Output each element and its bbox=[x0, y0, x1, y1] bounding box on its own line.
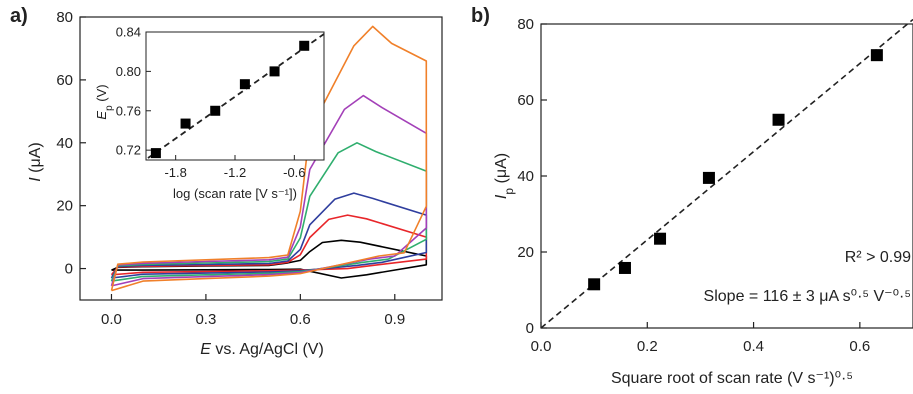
inset-y-ticks: 0.72 0.76 0.80 0.84 bbox=[116, 25, 151, 158]
panel-a-x-tick-label: 0.9 bbox=[384, 311, 405, 328]
panel-a-x-tick-label: 0.0 bbox=[101, 311, 122, 328]
panel-a-label: a) bbox=[10, 5, 28, 27]
inset-data-point bbox=[150, 148, 161, 159]
panel-b-fit-line bbox=[540, 18, 913, 329]
inset-y-tick-label: 0.72 bbox=[116, 143, 141, 158]
panel-a-y-axis-title: I (μA) bbox=[27, 142, 44, 181]
panel-a-y-tick-label: 40 bbox=[56, 135, 73, 152]
panel-a-y-ticks: 0 20 40 60 80 bbox=[56, 9, 86, 278]
panel-b-y-tick-label: 20 bbox=[517, 244, 534, 261]
cv-curve-2 bbox=[110, 214, 428, 276]
panel-b-x-tick-label: 0.0 bbox=[531, 338, 552, 355]
panel-b-data-point bbox=[618, 261, 631, 274]
panel-b-x-tick-label: 0.6 bbox=[849, 338, 870, 355]
panel-b-y-ticks: 0 20 40 60 80 bbox=[517, 16, 547, 337]
inset-data-point bbox=[180, 118, 191, 129]
inset-y-tick-label: 0.84 bbox=[116, 25, 141, 40]
panel-b-y-tick-label: 80 bbox=[517, 16, 534, 33]
panel-b-r-squared: R² > 0.99 bbox=[845, 249, 911, 266]
panel-a: a) 0 20 40 60 80 0.0 0.3 0.6 0.9 I (μA) E vs. A… bbox=[10, 5, 443, 358]
panel-b-points bbox=[588, 49, 883, 291]
panel-b-data-point bbox=[772, 113, 785, 126]
cv-curve-5 bbox=[110, 94, 428, 287]
inset-y-tick-label: 0.80 bbox=[116, 64, 141, 79]
inset-data-point bbox=[239, 79, 250, 90]
panel-a-plot-frame bbox=[79, 16, 443, 301]
panel-b-x-axis-title: Square root of scan rate (V s⁻¹)⁰·⁵ bbox=[611, 370, 853, 387]
panel-b-slope-annotation: Slope = 116 ± 3 μA s⁰·⁵ V⁻⁰·⁵ bbox=[704, 288, 911, 305]
panel-b-y-tick-label: 60 bbox=[517, 92, 534, 109]
inset-data-point bbox=[269, 66, 280, 77]
panel-a-y-tick-label: 60 bbox=[56, 72, 73, 89]
inset-x-tick-label: -1.2 bbox=[224, 165, 246, 180]
panel-a-x-tick-label: 0.3 bbox=[195, 311, 216, 328]
panel-a-x-ticks: 0.0 0.3 0.6 0.9 bbox=[101, 294, 405, 328]
panel-b-x-ticks: 0.0 0.2 0.4 0.6 bbox=[531, 322, 870, 355]
inset-data-point bbox=[299, 40, 310, 51]
panel-a-x-tick-label: 0.6 bbox=[290, 311, 311, 328]
inset-y-tick-label: 0.76 bbox=[116, 103, 141, 118]
inset-y-axis-title: Ep (V) bbox=[94, 84, 115, 119]
panel-a-curves bbox=[110, 25, 428, 292]
inset-points bbox=[150, 40, 310, 159]
inset-x-axis-title: log (scan rate [V s⁻¹]) bbox=[173, 186, 297, 201]
panel-b-data-point bbox=[654, 232, 667, 245]
inset-fit-line bbox=[147, 33, 325, 159]
inset-x-ticks: -1.8 -1.2 -0.6 bbox=[164, 155, 306, 180]
panel-b-y-tick-label: 0 bbox=[526, 320, 534, 337]
cv-curve-6 bbox=[110, 25, 428, 292]
panel-a-x-axis-title: E vs. Ag/AgCl (V) bbox=[200, 341, 324, 358]
panel-b: b) 0 20 40 60 80 0.0 0.2 0.4 0.6 Ip (μA) Square… bbox=[471, 5, 913, 387]
inset-x-tick-label: -1.8 bbox=[164, 165, 186, 180]
cv-curve-4 bbox=[110, 142, 428, 282]
panel-b-x-tick-label: 0.2 bbox=[637, 338, 658, 355]
panel-b-data-point bbox=[588, 278, 601, 291]
panel-b-y-axis-title: Ip (μA) bbox=[493, 153, 516, 199]
inset-x-tick-label: -0.6 bbox=[283, 165, 305, 180]
panel-b-y-tick-label: 40 bbox=[517, 168, 534, 185]
inset-data-point bbox=[210, 105, 221, 116]
panel-a-y-tick-label: 0 bbox=[65, 261, 73, 278]
panel-b-label: b) bbox=[471, 5, 490, 27]
panel-a-inset: 0.72 0.76 0.80 0.84 -1.8 -1.2 -0.6 Ep (V) log… bbox=[94, 25, 325, 201]
panel-b-x-tick-label: 0.4 bbox=[743, 338, 764, 355]
panel-a-y-tick-label: 20 bbox=[56, 198, 73, 215]
panel-b-data-point bbox=[702, 171, 715, 184]
cv-curve-3 bbox=[110, 192, 428, 279]
panel-b-data-point bbox=[870, 49, 883, 62]
panel-a-y-tick-label: 80 bbox=[56, 9, 73, 26]
